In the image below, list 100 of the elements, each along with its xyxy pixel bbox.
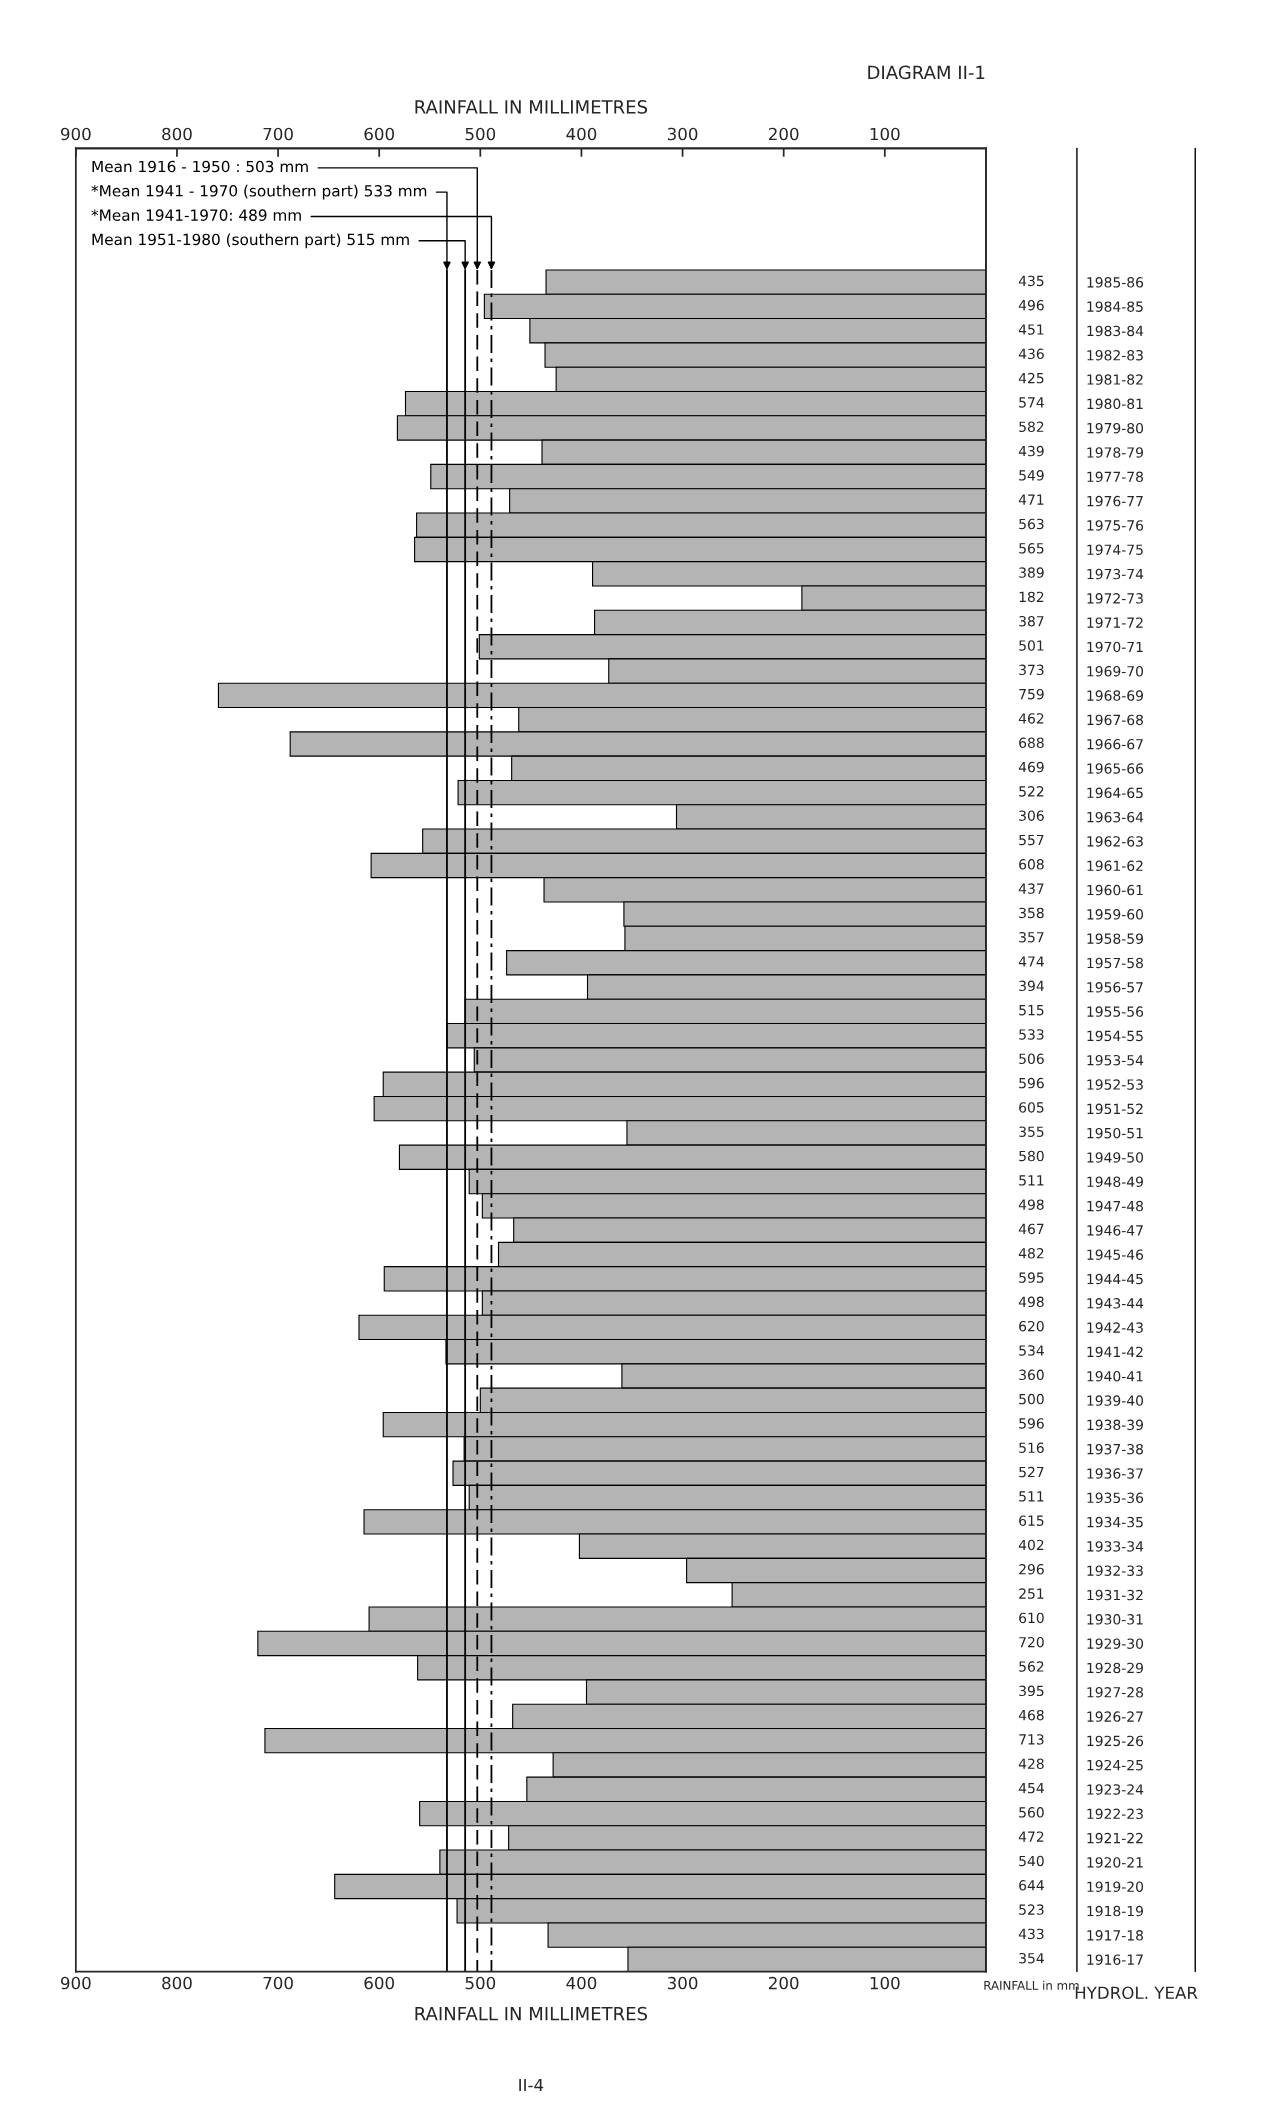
x2-tick-label: 300 [667, 127, 698, 141]
y-tick-label: 1943-44 [1087, 1298, 1144, 1309]
y-tick-label: 1982-83 [1087, 350, 1143, 361]
x-tick-label: 200 [769, 1976, 799, 1990]
y-tick-label: 1985-86 [1087, 277, 1144, 288]
data-label: 560 [1019, 1807, 1044, 1818]
data-label: 357 [1019, 931, 1044, 943]
data-label: 610 [1019, 1612, 1044, 1624]
y-tick-label: 1942-43 [1087, 1322, 1143, 1333]
y-tick-label: 1938-39 [1087, 1419, 1143, 1431]
y-tick-label: 1980-81 [1087, 398, 1143, 410]
data-label: 501 [1019, 640, 1044, 651]
data-label: 439 [1018, 445, 1044, 457]
data-label: 713 [1019, 1734, 1044, 1745]
data-label: 467 [1018, 1223, 1044, 1235]
y-tick-label: 1975-76 [1087, 520, 1144, 531]
y-tick-label: 1945-46 [1087, 1249, 1144, 1260]
data-label: 428 [1018, 1758, 1044, 1769]
x-tick-label: 800 [162, 1976, 192, 1990]
y-tick-label: 1976-77 [1087, 495, 1143, 507]
x-tick-label: 500 [465, 1976, 496, 1990]
y-tick-label: 1959-60 [1087, 909, 1144, 920]
y-tick-label: 1963-64 [1087, 811, 1144, 823]
data-label: 306 [1019, 810, 1044, 821]
x-tick-label: 100 [870, 1976, 900, 1990]
y-tick-label: 1983-84 [1087, 325, 1144, 337]
y-tick-label: 1916-17 [1087, 1954, 1143, 1965]
data-label: 435 [1018, 275, 1044, 287]
y-tick-label: 1926-27 [1087, 1711, 1143, 1722]
y-tick-label: 1937-38 [1087, 1443, 1143, 1455]
y-tick-label: 1956-57 [1087, 982, 1143, 993]
y-tick-label: 1924-25 [1087, 1759, 1143, 1771]
y-tick-label: 1960-61 [1087, 884, 1143, 896]
y-tick-label: 1979-80 [1087, 422, 1144, 434]
data-label: 596 [1019, 1418, 1044, 1429]
y-tick-label: 1966-67 [1087, 738, 1143, 750]
y-tick-label: 1961-62 [1087, 860, 1143, 871]
chart-title: DIAGRAM II-1 [868, 65, 985, 80]
data-label: 251 [1019, 1588, 1044, 1599]
data-label: 534 [1019, 1345, 1044, 1356]
y-tick-label: 1978-79 [1087, 447, 1143, 458]
data-label: 522 [1019, 786, 1044, 797]
y-tick-label: 1964-65 [1087, 787, 1143, 799]
data-label: 595 [1019, 1272, 1044, 1283]
data-label: 454 [1018, 1782, 1044, 1794]
x2-tick-label: 700 [263, 127, 293, 141]
y-tick-label: 1972-73 [1087, 593, 1143, 604]
y-tick-label: 1952-53 [1087, 1079, 1143, 1090]
data-label: 358 [1019, 907, 1044, 919]
data-label: 582 [1019, 421, 1044, 432]
y-tick-label: 1922-23 [1087, 1808, 1143, 1820]
y-tick-label: 1925-26 [1087, 1735, 1144, 1747]
data-label: 469 [1018, 761, 1044, 773]
y-tick-label: 1984-85 [1087, 301, 1143, 312]
text: II-4 [519, 2078, 544, 2092]
y-tick-label: 1962-63 [1087, 836, 1143, 847]
y-tick-label: 1954-55 [1087, 1030, 1143, 1042]
y-tick-label: 1917-18 [1087, 1930, 1143, 1941]
y-tick-label: 1974-75 [1087, 544, 1143, 555]
data-label: 433 [1018, 1928, 1044, 1940]
x-tick-label: 900 [60, 1976, 91, 1990]
data-label: 506 [1019, 1053, 1044, 1065]
data-label: 373 [1019, 664, 1044, 676]
data-label: 605 [1019, 1102, 1044, 1113]
x2-tick-label: 200 [769, 127, 799, 141]
data-label: 557 [1019, 834, 1044, 846]
x-tick-label: 600 [364, 1976, 394, 1990]
x-tick-label: 400 [566, 1976, 597, 1990]
y-tick-label: 1965-66 [1087, 763, 1144, 774]
data-label: 565 [1019, 543, 1044, 554]
data-label: 540 [1019, 1855, 1044, 1867]
x2-axis-title: RAINFALL IN MILLIMETRES [415, 100, 648, 114]
ref-line-label: *Mean 1941 - 1970 (southern part) 533 mm [91, 184, 427, 200]
data-label: 511 [1019, 1175, 1044, 1186]
y-tick-label: 1949-50 [1087, 1152, 1144, 1163]
data-label: 580 [1019, 1150, 1044, 1162]
y-tick-label: 1933-34 [1087, 1541, 1144, 1552]
y-tick-label: 1948-49 [1087, 1176, 1143, 1188]
y-tick-label: 1928-29 [1087, 1662, 1143, 1674]
data-label: 759 [1019, 688, 1044, 700]
data-label: 462 [1018, 713, 1044, 724]
data-label: 402 [1018, 1539, 1044, 1551]
data-label: 644 [1019, 1880, 1044, 1891]
y-tick-label: 1970-71 [1087, 641, 1143, 653]
data-label: 389 [1019, 567, 1044, 578]
y-tick-label: 1923-24 [1087, 1784, 1144, 1795]
y-tick-label: 1977-78 [1087, 471, 1143, 483]
x2-tick-label: 400 [566, 127, 597, 141]
y-tick-label: 1935-36 [1087, 1492, 1144, 1504]
y-tick-label: 1955-56 [1087, 1006, 1144, 1017]
y-tick-label: 1971-72 [1087, 617, 1143, 628]
y-tick-label: 1936-37 [1087, 1468, 1143, 1479]
y-tick-label: 1969-70 [1087, 666, 1144, 677]
data-label: 527 [1019, 1466, 1044, 1478]
data-label: 471 [1018, 494, 1044, 505]
data-label: 620 [1019, 1320, 1044, 1332]
x-axis-title: RAINFALL IN MILLIMETRES [415, 2006, 648, 2021]
data-label: 596 [1019, 1077, 1044, 1089]
x2-tick-label: 500 [465, 127, 496, 141]
x-tick-label: 300 [667, 1976, 698, 1990]
